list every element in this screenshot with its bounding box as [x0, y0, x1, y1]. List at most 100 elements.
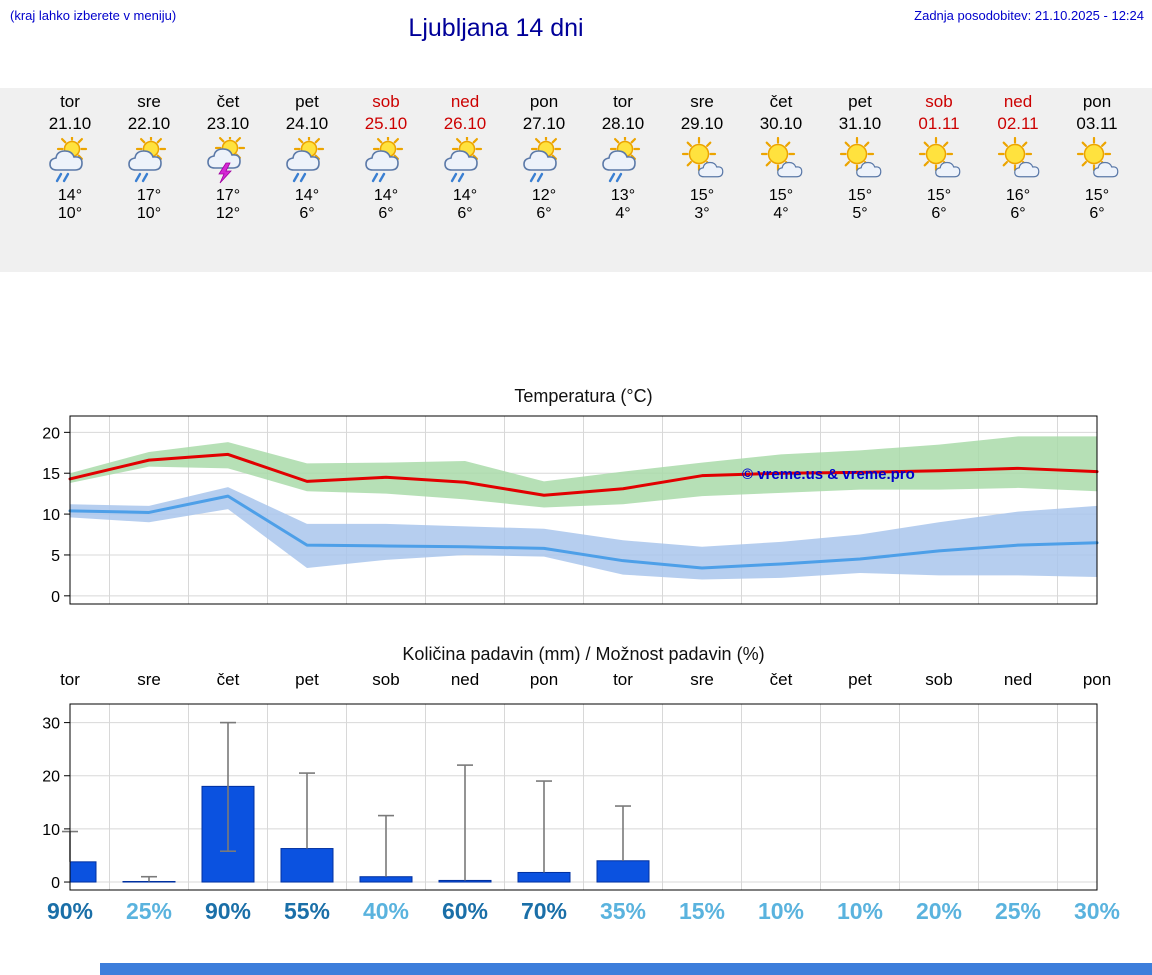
svg-text:5: 5 — [51, 548, 60, 565]
sun-cloud-icon — [899, 134, 979, 187]
day-low-temp: 10° — [57, 205, 83, 222]
day-date: 29.10 — [680, 114, 724, 133]
day-name: sob — [372, 92, 400, 111]
precip-bar — [122, 880, 176, 883]
day-low-temp: 5° — [852, 205, 868, 222]
day-date: 25.10 — [364, 114, 408, 133]
precip-probability-label: 55% — [283, 898, 331, 924]
precip-bar — [438, 879, 492, 883]
forecast-day-29.10[interactable]: sre 29.10 15° 3° — [662, 88, 742, 223]
temperature-chart-title: Temperatura (°C) — [514, 386, 653, 406]
forecast-day-28.10[interactable]: tor 28.10 13° 4° — [583, 88, 663, 223]
day-date: 26.10 — [443, 114, 487, 133]
forecast-day-21.10[interactable]: tor 21.10 14° 10° — [30, 88, 110, 223]
svg-text:20: 20 — [42, 769, 60, 786]
page-title: Ljubljana 14 dni — [408, 14, 584, 42]
day-name: pon — [1082, 92, 1112, 111]
day-date: 28.10 — [601, 114, 645, 133]
menu-hint: (kraj lahko izberete v meniju) — [10, 8, 177, 23]
day-high-temp: 15° — [768, 187, 794, 204]
day-name: pon — [529, 92, 559, 111]
day-low-temp: 3° — [694, 205, 710, 222]
sun-cloud-icon — [662, 134, 742, 187]
day-date: 03.11 — [1076, 114, 1118, 133]
forecast-day-27.10[interactable]: pon 27.10 12° 6° — [504, 88, 584, 223]
precip-probability-label: 90% — [204, 898, 252, 924]
day-name: ned — [450, 92, 480, 111]
sun-cloud-rain-icon — [30, 133, 110, 187]
precip-day-label: sob — [372, 670, 400, 689]
day-low-temp: 6° — [931, 205, 947, 222]
precip-bar — [596, 860, 650, 883]
min_temp-line — [68, 494, 1099, 570]
precip-probability-label: 25% — [125, 898, 173, 924]
day-high-temp: 17° — [136, 187, 162, 204]
day-low-temp: 6° — [1089, 205, 1105, 222]
precip-probability-label: 35% — [599, 898, 647, 924]
sun-cloud-icon — [820, 134, 900, 187]
precip-probability-label: 40% — [362, 898, 410, 924]
footer-strip — [100, 963, 1152, 975]
forecast-day-31.10[interactable]: pet 31.10 15° 5° — [820, 88, 900, 223]
forecast-strip: tor 21.10 14° 10° sre 22.10 17° 10° čet 23.10 1… — [0, 88, 1152, 272]
day-high-temp: 15° — [1084, 187, 1110, 204]
day-name: tor — [613, 92, 633, 111]
forecast-day-23.10[interactable]: čet 23.10 17° 12° — [188, 88, 268, 223]
svg-text:15: 15 — [42, 466, 60, 483]
precip-day-labels-row: tor sre čet pet sob ned pon tor sre čet pet sob ned p… — [0, 670, 1152, 694]
day-name: sob — [925, 92, 953, 111]
precip-day-label: čet — [216, 670, 240, 689]
forecast-day-30.10[interactable]: čet 30.10 15° 4° — [741, 88, 821, 223]
temperature-chart: 0 5 10 15 20 — [42, 415, 1099, 606]
svg-text:30: 30 — [42, 716, 60, 733]
precip-probability-label: 20% — [915, 898, 963, 924]
precip-day-label: ned — [450, 670, 480, 689]
forecast-day-22.10[interactable]: sre 22.10 17° 10° — [109, 88, 189, 223]
svg-text:20: 20 — [42, 425, 60, 442]
forecast-day-26.10[interactable]: ned 26.10 14° 6° — [425, 88, 505, 223]
day-high-temp: 14° — [294, 187, 320, 204]
forecast-day-01.11[interactable]: sob 01.11 15° 6° — [899, 88, 979, 223]
precip-probability-label: 25% — [994, 898, 1042, 924]
day-date: 02.11 — [997, 114, 1039, 133]
precip-probability-label: 30% — [1073, 898, 1121, 924]
day-low-temp: 6° — [378, 205, 394, 222]
sun-cloud-rain-icon — [425, 133, 505, 187]
precip-probability-label: 15% — [678, 898, 726, 924]
precip-probability-row: 90% 25% 90% 55% 40% 60% 70% 35% 15% 10% 10% 20% 25% 3… — [0, 898, 1152, 928]
day-name: tor — [60, 92, 80, 111]
day-date: 30.10 — [759, 114, 803, 133]
day-high-temp: 12° — [531, 187, 557, 204]
svg-text:10: 10 — [42, 507, 60, 524]
sun-cloud-rain-icon — [109, 133, 189, 187]
day-high-temp: 14° — [57, 187, 83, 204]
day-low-temp: 6° — [1010, 205, 1026, 222]
day-high-temp: 13° — [610, 187, 636, 204]
precip-bar — [517, 871, 571, 883]
sun-cloud-rain-icon — [267, 133, 347, 187]
max_temp-line — [68, 452, 1099, 497]
day-low-temp: 6° — [299, 205, 315, 222]
precip-bar — [69, 861, 97, 883]
day-high-temp: 15° — [689, 187, 715, 204]
forecast-day-24.10[interactable]: pet 24.10 14° 6° — [267, 88, 347, 223]
day-date: 23.10 — [206, 114, 250, 133]
forecast-day-02.11[interactable]: ned 02.11 16° 6° — [978, 88, 1058, 223]
precip-day-label: pon — [1082, 670, 1112, 689]
copyright-watermark: © vreme.us & vreme.pro — [742, 466, 915, 483]
precip-day-label: ned — [1003, 670, 1033, 689]
precip-day-label: čet — [769, 670, 793, 689]
precip-bar — [280, 848, 334, 883]
forecast-day-25.10[interactable]: sob 25.10 14° 6° — [346, 88, 426, 223]
forecast-day-03.11[interactable]: pon 03.11 15° 6° — [1057, 88, 1137, 223]
svg-text:0: 0 — [51, 875, 60, 892]
day-date: 24.10 — [285, 114, 329, 133]
day-low-temp: 4° — [773, 205, 789, 222]
day-low-temp: 10° — [136, 205, 162, 222]
day-name: sre — [690, 92, 714, 111]
precip-day-label: pet — [295, 670, 319, 689]
sun-cloud-storm-icon — [188, 132, 268, 187]
day-high-temp: 16° — [1005, 187, 1031, 204]
min_range-band — [70, 487, 1097, 580]
